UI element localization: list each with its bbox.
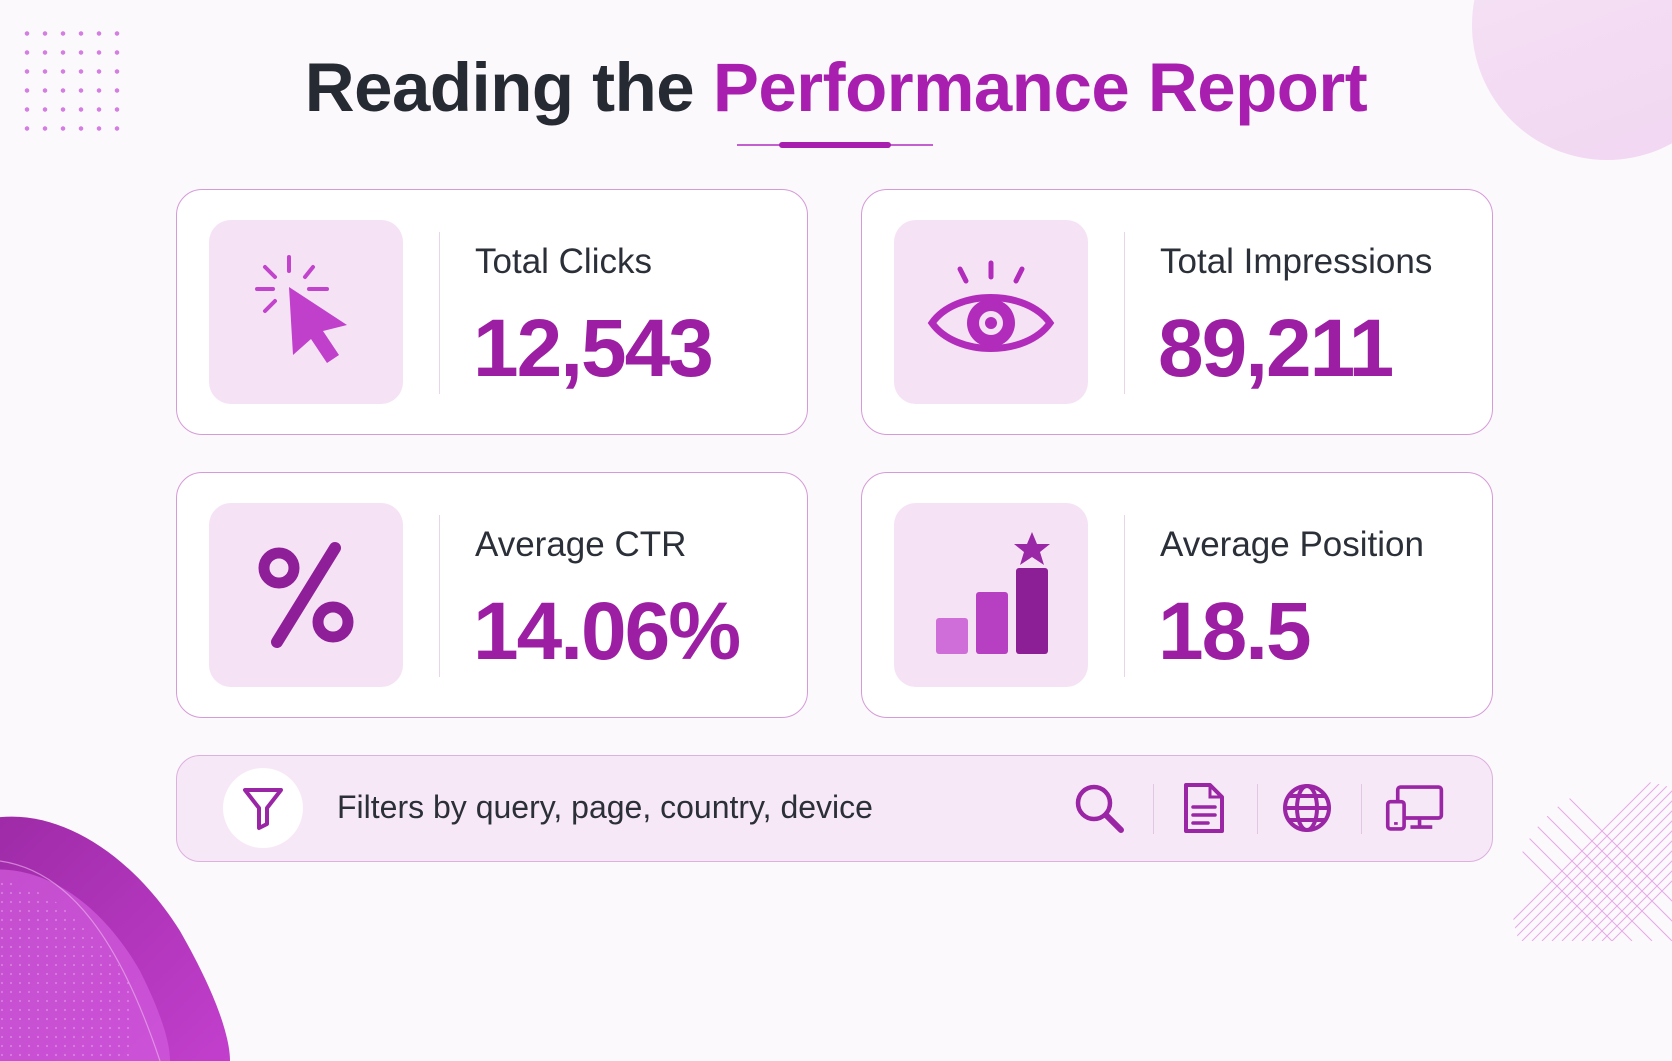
filter-button[interactable] bbox=[223, 768, 303, 848]
title-underline bbox=[737, 142, 933, 148]
metric-card-total-impressions: Total Impressions 89,211 bbox=[861, 189, 1493, 435]
filter-icon bbox=[243, 788, 283, 830]
metric-card-total-clicks: Total Clicks 12,543 bbox=[176, 189, 808, 435]
percent-icon bbox=[258, 542, 354, 648]
device-filter-button[interactable] bbox=[1385, 778, 1445, 838]
search-button[interactable] bbox=[1069, 778, 1129, 838]
title-part-2: Performance Report bbox=[712, 49, 1368, 126]
title-part-1: Reading the bbox=[304, 49, 695, 126]
card-divider bbox=[1124, 515, 1125, 677]
document-icon bbox=[1184, 783, 1224, 833]
metric-icon-box bbox=[209, 220, 403, 404]
filter-bar: Filters by query, page, country, device bbox=[176, 755, 1493, 862]
metric-icon-box bbox=[894, 220, 1088, 404]
bar-chart-star-icon bbox=[936, 532, 1050, 654]
metric-value: 12,543 bbox=[473, 303, 714, 394]
metric-value: 89,211 bbox=[1158, 303, 1394, 394]
toolbar-separator bbox=[1153, 784, 1154, 834]
devices-icon bbox=[1385, 785, 1444, 831]
page-title: Reading the Performance Report bbox=[0, 48, 1672, 127]
decorative-hatch bbox=[1512, 781, 1672, 941]
metric-label: Average Position bbox=[1160, 525, 1424, 564]
metric-label: Average CTR bbox=[475, 525, 687, 564]
country-filter-button[interactable] bbox=[1277, 778, 1337, 838]
metric-label: Total Impressions bbox=[1160, 242, 1433, 281]
cursor-click-icon bbox=[255, 255, 347, 363]
metric-icon-box bbox=[209, 503, 403, 687]
search-icon bbox=[1075, 784, 1124, 833]
metric-value: 14.06% bbox=[473, 586, 741, 677]
metric-value: 18.5 bbox=[1158, 586, 1312, 677]
filter-description: Filters by query, page, country, device bbox=[337, 789, 873, 825]
metric-icon-box bbox=[894, 503, 1088, 687]
metric-card-average-position: Average Position 18.5 bbox=[861, 472, 1493, 718]
metric-card-average-ctr: Average CTR 14.06% bbox=[176, 472, 808, 718]
card-divider bbox=[1124, 232, 1125, 394]
page-filter-button[interactable] bbox=[1173, 778, 1233, 838]
metric-label: Total Clicks bbox=[475, 242, 652, 281]
globe-icon bbox=[1283, 784, 1331, 832]
eye-icon bbox=[927, 260, 1055, 352]
card-divider bbox=[439, 515, 440, 677]
toolbar-separator bbox=[1361, 784, 1362, 834]
card-divider bbox=[439, 232, 440, 394]
toolbar-separator bbox=[1257, 784, 1258, 834]
